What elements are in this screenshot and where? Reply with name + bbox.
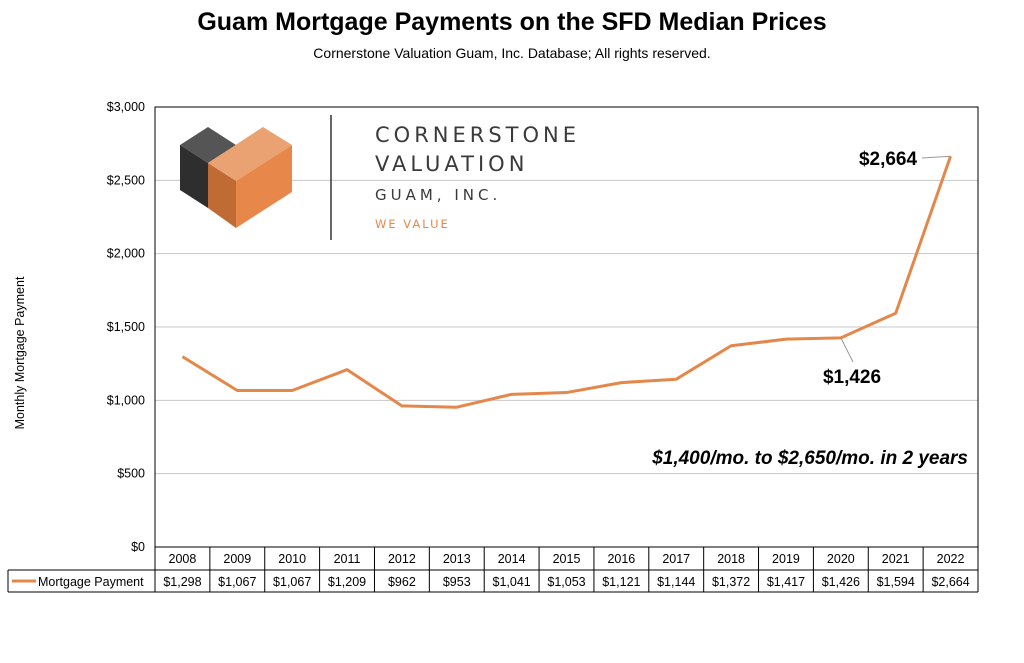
data-point bbox=[400, 404, 404, 408]
y-tick-label: $500 bbox=[117, 467, 145, 481]
plot-area-border bbox=[154, 106, 979, 548]
x-tick-label: 2017 bbox=[662, 552, 690, 566]
data-point bbox=[949, 154, 953, 158]
data-point bbox=[290, 389, 294, 393]
x-tick-label: 2020 bbox=[827, 552, 855, 566]
y-tick-label: $0 bbox=[131, 540, 145, 554]
y-tick-label: $3,000 bbox=[107, 100, 145, 114]
x-tick-label: 2010 bbox=[278, 552, 306, 566]
table-value-cell: $1,121 bbox=[602, 575, 640, 589]
table-value-cell: $1,426 bbox=[822, 575, 860, 589]
chart-subtitle: Cornerstone Valuation Guam, Inc. Databas… bbox=[313, 45, 711, 61]
data-point bbox=[345, 368, 349, 372]
data-table: 2008 2009 2010 2011 2012 2013 2014 2015 2016 2017… bbox=[7, 547, 979, 593]
chart-title: Guam Mortgage Payments on the SFD Median… bbox=[197, 8, 827, 36]
x-tick-label: 2012 bbox=[388, 552, 416, 566]
table-value-cell: $1,041 bbox=[493, 575, 531, 589]
logo-orange-cube-right bbox=[236, 145, 292, 228]
data-point bbox=[839, 336, 843, 340]
data-point bbox=[180, 355, 184, 359]
table-value-cell: $953 bbox=[443, 575, 471, 589]
annotation-2020: $1,426 bbox=[823, 367, 881, 388]
data-point bbox=[784, 337, 788, 341]
data-point bbox=[565, 391, 569, 395]
x-tick-label: 2016 bbox=[607, 552, 635, 566]
company-logo: CORNERSTONE VALUATION GUAM, INC. WE VALU… bbox=[180, 115, 580, 240]
table-value-cell: $2,664 bbox=[931, 575, 969, 589]
y-tick-labels: $0 $500 $1,000 $1,500 $2,000 $2,500 $3,000 bbox=[107, 100, 145, 554]
data-point bbox=[894, 311, 898, 315]
logo-line-3: GUAM, INC. bbox=[375, 186, 501, 204]
table-value-cell: $1,372 bbox=[712, 575, 750, 589]
y-axis-label: Monthly Mortgage Payment bbox=[13, 276, 27, 429]
logo-orange-cube-left bbox=[208, 163, 236, 228]
data-point bbox=[729, 344, 733, 348]
logo-dark-cube-left bbox=[180, 145, 208, 208]
x-tick-label: 2019 bbox=[772, 552, 800, 566]
table-value-cell: $1,298 bbox=[163, 575, 201, 589]
grid-lines bbox=[155, 179, 978, 475]
table-value-cell: $962 bbox=[388, 575, 416, 589]
x-tick-label: 2008 bbox=[169, 552, 197, 566]
table-value-cell: $1,209 bbox=[328, 575, 366, 589]
x-tick-label: 2014 bbox=[498, 552, 526, 566]
y-tick-label: $1,000 bbox=[107, 393, 145, 407]
x-tick-label: 2022 bbox=[937, 552, 965, 566]
logo-tagline: WE VALUE bbox=[375, 217, 450, 231]
table-value-cell: $1,053 bbox=[547, 575, 585, 589]
x-tick-label: 2015 bbox=[553, 552, 581, 566]
annotation-peak: $2,664 bbox=[859, 149, 918, 170]
x-tick-label: 2018 bbox=[717, 552, 745, 566]
y-tick-label: $2,500 bbox=[107, 173, 145, 187]
logo-orange-cube-top bbox=[208, 127, 292, 181]
logo-line-1: CORNERSTONE bbox=[375, 123, 580, 147]
x-tick-label: 2009 bbox=[223, 552, 251, 566]
x-tick-label: 2011 bbox=[334, 552, 361, 566]
logo-line-2: VALUATION bbox=[375, 152, 528, 176]
data-point bbox=[619, 381, 623, 385]
y-tick-label: $1,500 bbox=[107, 320, 145, 334]
annotation-note: $1,400/mo. to $2,650/mo. in 2 years bbox=[651, 448, 968, 469]
table-value-cell: $1,417 bbox=[767, 575, 805, 589]
series-line-mortgage-payment bbox=[181, 155, 952, 409]
data-point bbox=[674, 377, 678, 381]
peak-leader-line bbox=[921, 155, 951, 159]
x-tick-label: 2013 bbox=[443, 552, 471, 566]
table-value-cell: $1,144 bbox=[657, 575, 695, 589]
y-tick-label: $2,000 bbox=[107, 247, 145, 261]
table-value-cell: $1,594 bbox=[877, 575, 915, 589]
data-point bbox=[235, 389, 239, 393]
data-point bbox=[510, 392, 514, 396]
y2020-leader-line bbox=[840, 337, 854, 363]
table-value-cell: $1,067 bbox=[218, 575, 256, 589]
table-value-cell: $1,067 bbox=[273, 575, 311, 589]
x-tick-label: 2021 bbox=[882, 552, 910, 566]
legend-label: Mortgage Payment bbox=[38, 575, 144, 589]
data-point bbox=[455, 405, 459, 409]
